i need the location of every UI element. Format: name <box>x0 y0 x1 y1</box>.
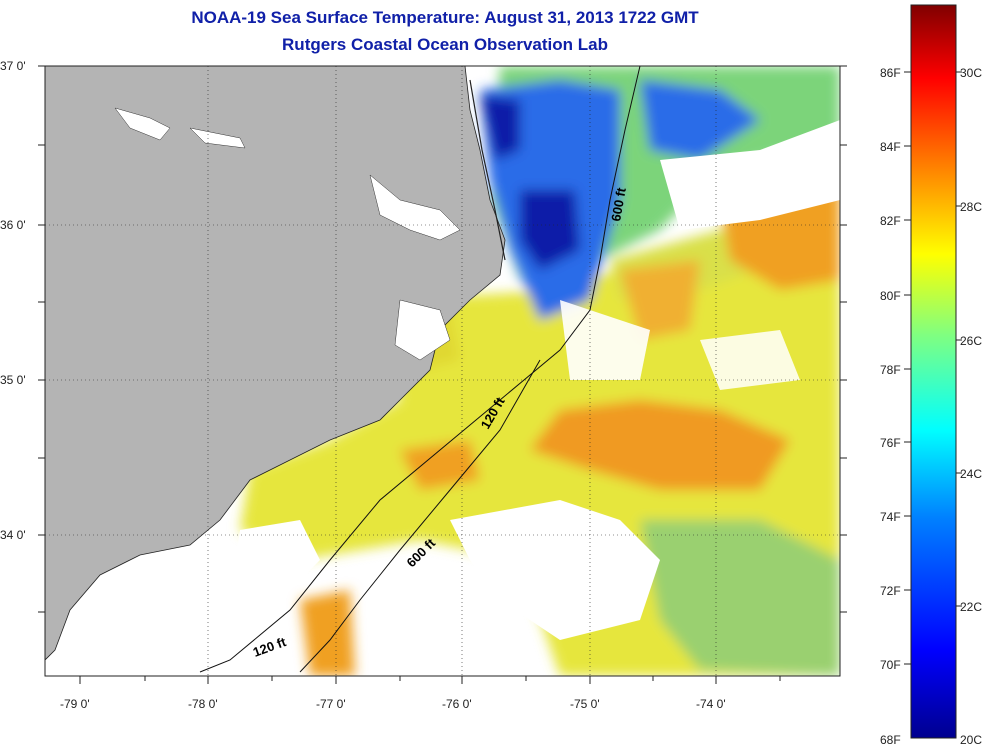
lat-label-35: 35 0' <box>0 373 26 387</box>
colorbar-f-label: 80F <box>880 289 901 303</box>
lon-label-74: -74 0' <box>696 697 726 711</box>
lat-label-37: 37 0' <box>0 59 26 73</box>
lon-label-76: -76 0' <box>442 697 472 711</box>
colorbar-f-label: 74F <box>880 510 901 524</box>
colorbar <box>910 4 957 739</box>
colorbar-f-label: 68F <box>880 733 901 747</box>
colorbar-c-label: 28C <box>960 200 983 214</box>
colorbar-c-label: 24C <box>960 467 983 481</box>
map-title: NOAA-19 Sea Surface Temperature: August … <box>191 8 699 27</box>
axis-ticks <box>38 65 847 684</box>
lon-label-78: -78 0' <box>188 697 218 711</box>
lat-label-34: 34 0' <box>0 528 26 542</box>
colorbar-c-label: 26C <box>960 334 983 348</box>
colorbar-c-label: 22C <box>960 600 983 614</box>
colorbar-f-label: 78F <box>880 363 901 377</box>
grid-lines <box>45 66 840 676</box>
colorbar-f-label: 86F <box>880 66 901 80</box>
lon-label-79: -79 0' <box>60 697 90 711</box>
plot-frame <box>44 65 841 677</box>
map-subtitle: Rutgers Coastal Ocean Observation Lab <box>282 35 608 54</box>
isobath-label-600-north: 600 ft <box>608 186 629 223</box>
colorbar-f-label: 76F <box>880 436 901 450</box>
inland-waters <box>114 107 461 361</box>
lat-label-36: 36 0' <box>0 218 26 232</box>
lon-label-75: -75 0' <box>570 697 600 711</box>
isobath-lines <box>199 66 641 673</box>
colorbar-f-label: 70F <box>880 658 901 672</box>
outer-banks <box>469 79 506 261</box>
colorbar-f-label: 84F <box>880 140 901 154</box>
colorbar-c-label: 30C <box>960 66 983 80</box>
colorbar-c-label: 20C <box>960 733 983 747</box>
lon-label-77: -77 0' <box>316 697 346 711</box>
colorbar-f-label: 72F <box>880 584 901 598</box>
colorbar-ticks <box>904 71 962 665</box>
cloud-gaps <box>230 120 840 676</box>
colorbar-f-label: 82F <box>880 214 901 228</box>
